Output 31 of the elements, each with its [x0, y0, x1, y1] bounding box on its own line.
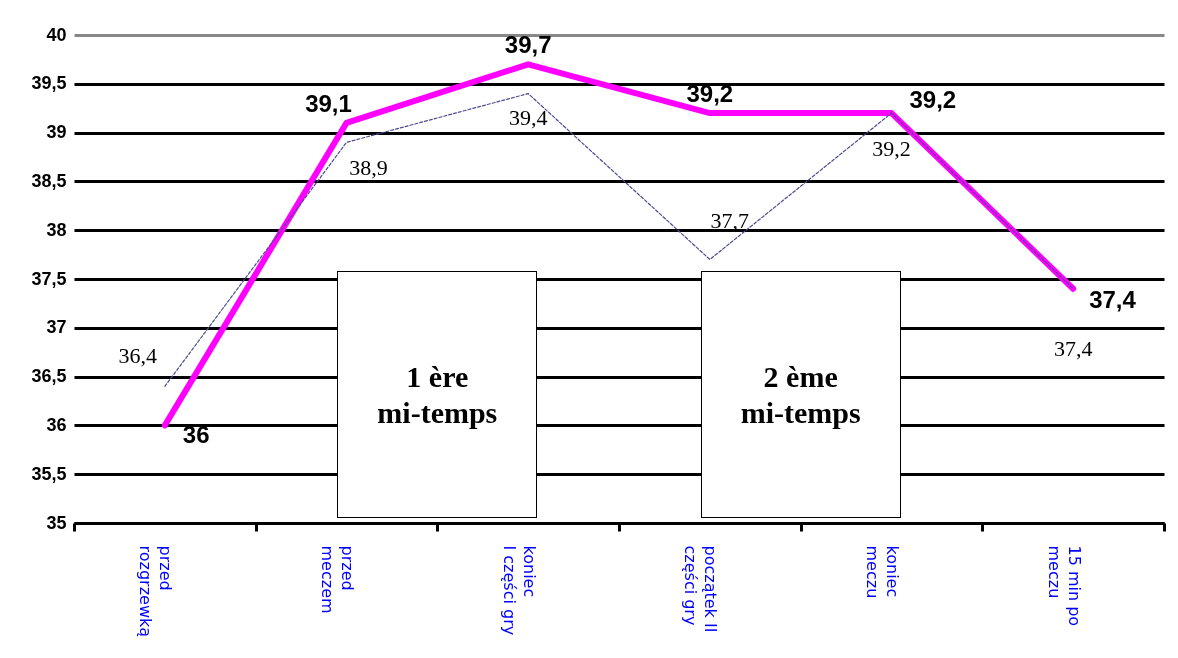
x-tick-label: koniec I części gry — [499, 545, 539, 636]
data-label: 37,7 — [710, 208, 750, 234]
data-label: 36 — [182, 421, 210, 449]
data-label: 37,4 — [1053, 335, 1093, 361]
y-tick-label: 38,5 — [31, 170, 67, 191]
data-label: 39,2 — [686, 80, 734, 108]
y-tick-label: 35 — [46, 512, 67, 533]
y-tick-label: 36 — [46, 414, 67, 435]
data-label: 36,4 — [118, 343, 158, 369]
y-tick-label: 35,5 — [31, 463, 67, 484]
y-tick-label: 39 — [46, 122, 67, 143]
y-tick-label: 37,5 — [31, 268, 67, 289]
data-label: 39,2 — [872, 136, 911, 162]
data-label: 39,4 — [508, 104, 548, 130]
x-tick-label: początek II części gry — [681, 545, 721, 633]
x-tick-label: koniec meczu — [863, 545, 902, 599]
x-tick-label: przed meczem — [318, 545, 357, 614]
y-tick-label: 40 — [46, 24, 67, 45]
y-tick-label: 39,5 — [31, 73, 67, 94]
x-tick-label: przed rozgrzewką — [136, 545, 176, 638]
y-tick-label: 38 — [46, 219, 67, 240]
data-label: 39,7 — [504, 31, 552, 59]
text-box: 2 ème mi-temps — [700, 271, 901, 519]
text-box: 1 ère mi-temps — [337, 271, 538, 519]
data-label: 39,2 — [909, 86, 957, 114]
data-label: 37,4 — [1089, 285, 1137, 313]
data-label: 38,9 — [349, 155, 388, 181]
y-tick-label: 37 — [46, 317, 67, 338]
x-tick-label: 15 min po meczu — [1044, 545, 1084, 627]
y-tick-label: 36,5 — [31, 366, 67, 387]
data-label: 39,1 — [305, 89, 352, 117]
